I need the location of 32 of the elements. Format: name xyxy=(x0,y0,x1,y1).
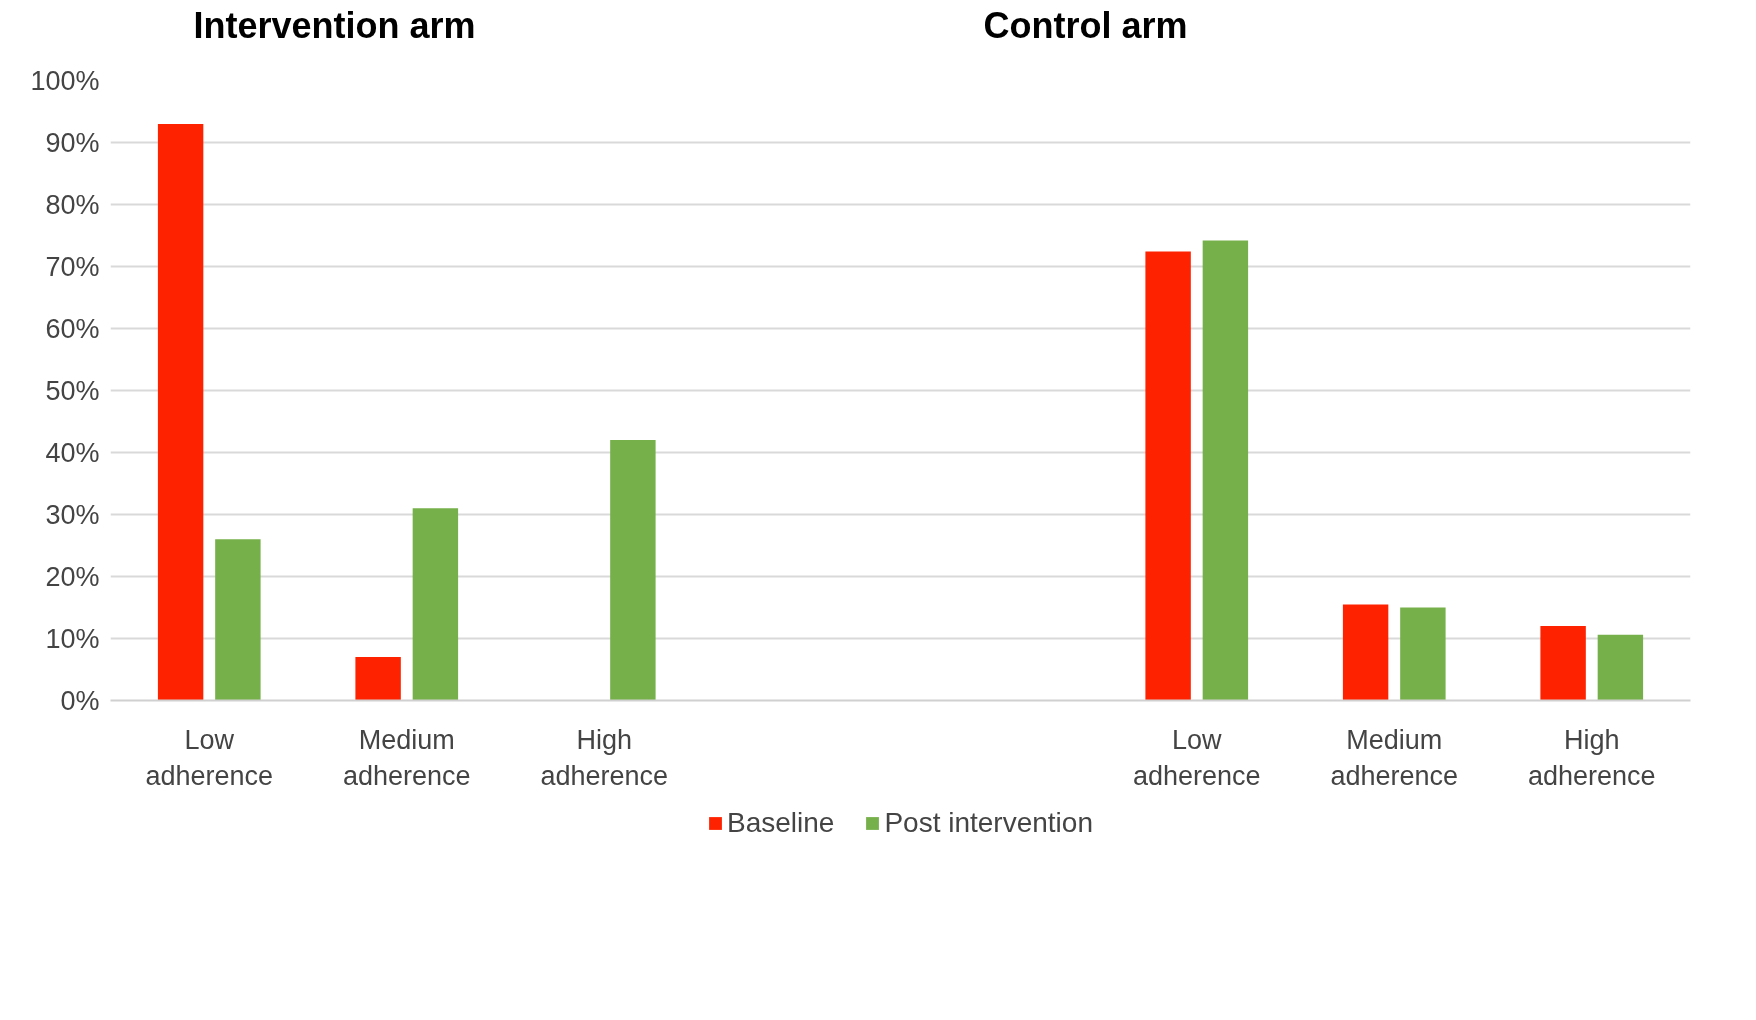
legend-label: Baseline xyxy=(727,807,835,839)
x-tick-label: Medium adherence xyxy=(1330,724,1459,791)
text: Control arm xyxy=(983,4,1188,46)
legend-label: Post intervention xyxy=(884,807,1093,839)
y-tick-label: 90% xyxy=(45,127,100,158)
text: Intervention arm xyxy=(193,4,476,46)
x-tick-label: Low adherence xyxy=(145,724,274,791)
y-tick-label: 40% xyxy=(45,437,100,468)
bar xyxy=(1145,251,1191,701)
bar xyxy=(157,123,204,701)
bar xyxy=(215,539,261,701)
bar xyxy=(1540,626,1586,701)
bar xyxy=(610,440,656,701)
y-tick-label: 0% xyxy=(60,685,100,716)
y-tick-label: 80% xyxy=(45,189,100,220)
y-tick-label: 20% xyxy=(45,561,100,592)
bar xyxy=(412,508,459,701)
bar xyxy=(1597,634,1644,701)
y-tick-label: 70% xyxy=(45,251,100,282)
y-tick-label: 50% xyxy=(45,375,100,406)
bar xyxy=(1400,607,1446,701)
x-tick-label: Low adherence xyxy=(1132,724,1261,791)
x-tick-label: High adherence xyxy=(1527,724,1656,791)
bar xyxy=(355,657,401,701)
y-tick-label: 30% xyxy=(45,499,100,530)
y-tick-label: 60% xyxy=(45,313,100,344)
bar xyxy=(1202,240,1249,701)
y-tick-label: 10% xyxy=(45,623,100,654)
x-tick-label: Medium adherence xyxy=(342,724,471,791)
y-tick-label: 100% xyxy=(30,65,100,96)
bar xyxy=(1342,604,1389,701)
x-tick-label: High adherence xyxy=(540,724,669,791)
